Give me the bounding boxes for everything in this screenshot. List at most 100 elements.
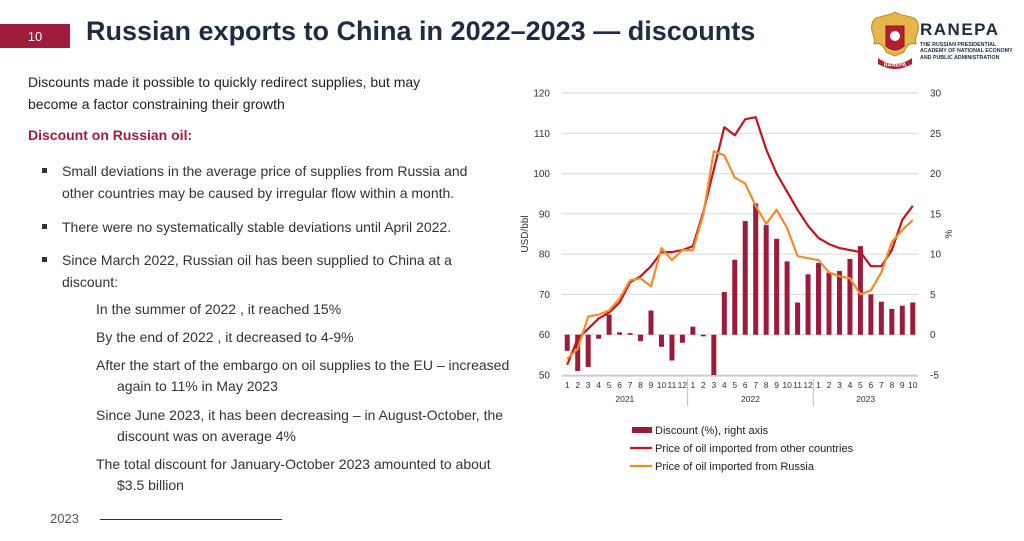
discount-bar [742,221,748,335]
month-label: 10 [908,380,918,390]
y-tick-label: 50 [539,371,551,382]
y2-tick-label: 30 [930,89,942,100]
discount-bar [564,334,570,351]
y2-tick-label: 10 [930,250,942,261]
month-label: 10 [782,380,792,390]
ranepa-logo: RANEPA RANEPA THE RUSSIAN PRESIDENTIAL A… [866,8,1016,78]
discount-bar [847,258,853,335]
sub-item: Since June 2023, it has been decreasing … [96,407,504,444]
month-label: 11 [793,380,802,390]
year-label: 2022 [741,394,760,404]
ranepa-emblem-icon: RANEPA [871,11,919,69]
month-label: 12 [803,380,813,390]
month-label: 5 [607,380,612,390]
y2-tick-label: 5 [930,290,936,301]
month-label: 1 [816,380,821,390]
discount-bar [732,259,738,335]
month-label: 9 [774,380,779,390]
discount-bar [889,308,895,335]
bullet-item: There were no systematically stable devi… [42,216,502,238]
discount-bar [596,334,602,339]
month-label: 3 [586,380,591,390]
discount-bar [774,238,780,335]
discount-bar [868,294,874,335]
month-label: 6 [743,380,748,390]
discount-bar [648,310,654,335]
y2-tick-label: 15 [930,209,942,220]
month-label: 4 [722,380,727,390]
discount-bar [627,333,633,335]
month-label: 5 [858,380,863,390]
y2-tick-label: 0 [930,330,936,341]
y-tick-label: 60 [539,330,551,341]
y-axis-title: USD/bbl [520,215,531,252]
discount-bar [805,274,811,335]
price-line [566,150,914,360]
sub-item: After the start of the embargo on oil su… [96,357,510,394]
month-label: 7 [753,380,758,390]
month-label: 8 [764,380,769,390]
legend-label: Price of oil imported from Russia [655,461,815,473]
y-tick-label: 110 [534,129,550,140]
slide-number: 10 [0,24,70,48]
discount-bar [711,334,717,375]
month-label: 3 [837,380,842,390]
logo-name: RANEPA [920,20,1000,39]
month-label: 5 [732,380,737,390]
month-label: 7 [628,380,633,390]
y-tick-label: 100 [533,169,550,180]
year-label: 2021 [615,394,634,404]
sub-item: The total discount for January-October 2… [96,456,491,493]
month-label: 10 [657,380,667,390]
slide-title: Russian exports to China in 2022–2023 — … [86,16,756,46]
discount-bar [617,332,623,335]
discount-bar [679,334,685,343]
footer-year: 2023 [50,511,79,526]
discount-bar [763,225,769,335]
legend-label: Price of oil imported from other countri… [655,443,854,455]
discount-bar [816,263,822,335]
emblem-text: RANEPA [884,63,907,69]
y-tick-label: 120 [533,89,550,100]
section-subhead: Discount on Russian oil: [28,127,193,143]
month-label: 7 [879,380,884,390]
y-tick-label: 80 [539,250,551,261]
month-label: 11 [668,380,677,390]
discount-bar [638,334,644,342]
legend-swatch [632,427,652,433]
y-tick-label: 70 [539,290,551,301]
footer-divider [100,519,282,520]
month-label: 6 [617,380,622,390]
month-label: 2 [575,380,580,390]
bullet-item: Since March 2022, Russian oil has been s… [42,249,502,293]
discount-bar [658,334,664,347]
discount-bar [575,334,581,371]
discount-bar [690,326,696,335]
y2-tick-label: 20 [930,169,942,180]
month-label: 1 [691,380,696,390]
discount-bar [878,301,884,335]
month-label: 4 [596,380,601,390]
discount-bar [721,292,727,335]
y2-axis-title: % [944,229,955,238]
discount-bar [585,334,591,367]
logo-subtitle: THE RUSSIAN PRESIDENTIAL ACADEMY OF NATI… [920,42,1013,61]
y2-tick-label: 25 [930,129,942,140]
discount-bar [826,272,832,335]
discount-bar [669,334,675,361]
price-line [566,116,914,366]
discount-bar [910,302,916,335]
month-label: 12 [678,380,688,390]
discount-bar [700,334,706,337]
month-label: 8 [638,380,643,390]
bullet-item: Small deviations in the average price of… [42,160,502,204]
legend-label: Discount (%), right axis [655,425,769,437]
discount-bar [795,302,801,335]
intro-text: Discounts made it possible to quickly re… [28,74,421,112]
month-label: 8 [889,380,894,390]
y2-tick-label: -5 [930,371,939,382]
month-label: 4 [848,380,853,390]
y-tick-label: 90 [539,209,551,220]
discount-bar [899,305,905,335]
